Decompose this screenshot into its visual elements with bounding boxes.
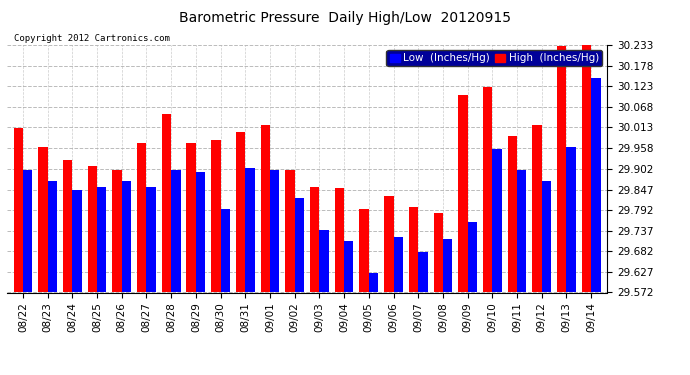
- Bar: [344, 241, 353, 292]
- Text: Barometric Pressure  Daily High/Low  20120915: Barometric Pressure Daily High/Low 20120…: [179, 11, 511, 25]
- Bar: [63, 160, 72, 292]
- Bar: [270, 170, 279, 292]
- Bar: [88, 166, 97, 292]
- Bar: [211, 140, 221, 292]
- Bar: [566, 147, 576, 292]
- Bar: [137, 144, 146, 292]
- Bar: [48, 181, 57, 292]
- Bar: [112, 170, 121, 292]
- Bar: [384, 196, 393, 292]
- Bar: [72, 190, 81, 292]
- Bar: [196, 171, 205, 292]
- Bar: [443, 239, 453, 292]
- Bar: [483, 87, 493, 292]
- Bar: [468, 222, 477, 292]
- Bar: [359, 209, 369, 292]
- Bar: [310, 186, 319, 292]
- Bar: [295, 198, 304, 292]
- Bar: [146, 186, 156, 292]
- Bar: [221, 209, 230, 292]
- Bar: [171, 170, 181, 292]
- Bar: [557, 46, 566, 292]
- Bar: [508, 136, 517, 292]
- Bar: [97, 186, 106, 292]
- Text: Copyright 2012 Cartronics.com: Copyright 2012 Cartronics.com: [14, 34, 170, 43]
- Bar: [161, 114, 171, 292]
- Bar: [517, 170, 526, 292]
- Bar: [582, 44, 591, 292]
- Bar: [418, 252, 428, 292]
- Bar: [23, 170, 32, 292]
- Bar: [369, 273, 378, 292]
- Bar: [393, 237, 403, 292]
- Bar: [319, 230, 329, 292]
- Bar: [121, 181, 131, 292]
- Bar: [433, 213, 443, 292]
- Bar: [458, 95, 468, 292]
- Bar: [14, 129, 23, 292]
- Bar: [335, 188, 344, 292]
- Bar: [38, 147, 48, 292]
- Bar: [285, 170, 295, 292]
- Bar: [493, 149, 502, 292]
- Bar: [245, 168, 255, 292]
- Bar: [261, 125, 270, 292]
- Bar: [591, 78, 600, 292]
- Bar: [533, 125, 542, 292]
- Bar: [236, 132, 245, 292]
- Legend: Low  (Inches/Hg), High  (Inches/Hg): Low (Inches/Hg), High (Inches/Hg): [386, 50, 602, 66]
- Bar: [542, 181, 551, 292]
- Bar: [409, 207, 418, 292]
- Bar: [186, 144, 196, 292]
